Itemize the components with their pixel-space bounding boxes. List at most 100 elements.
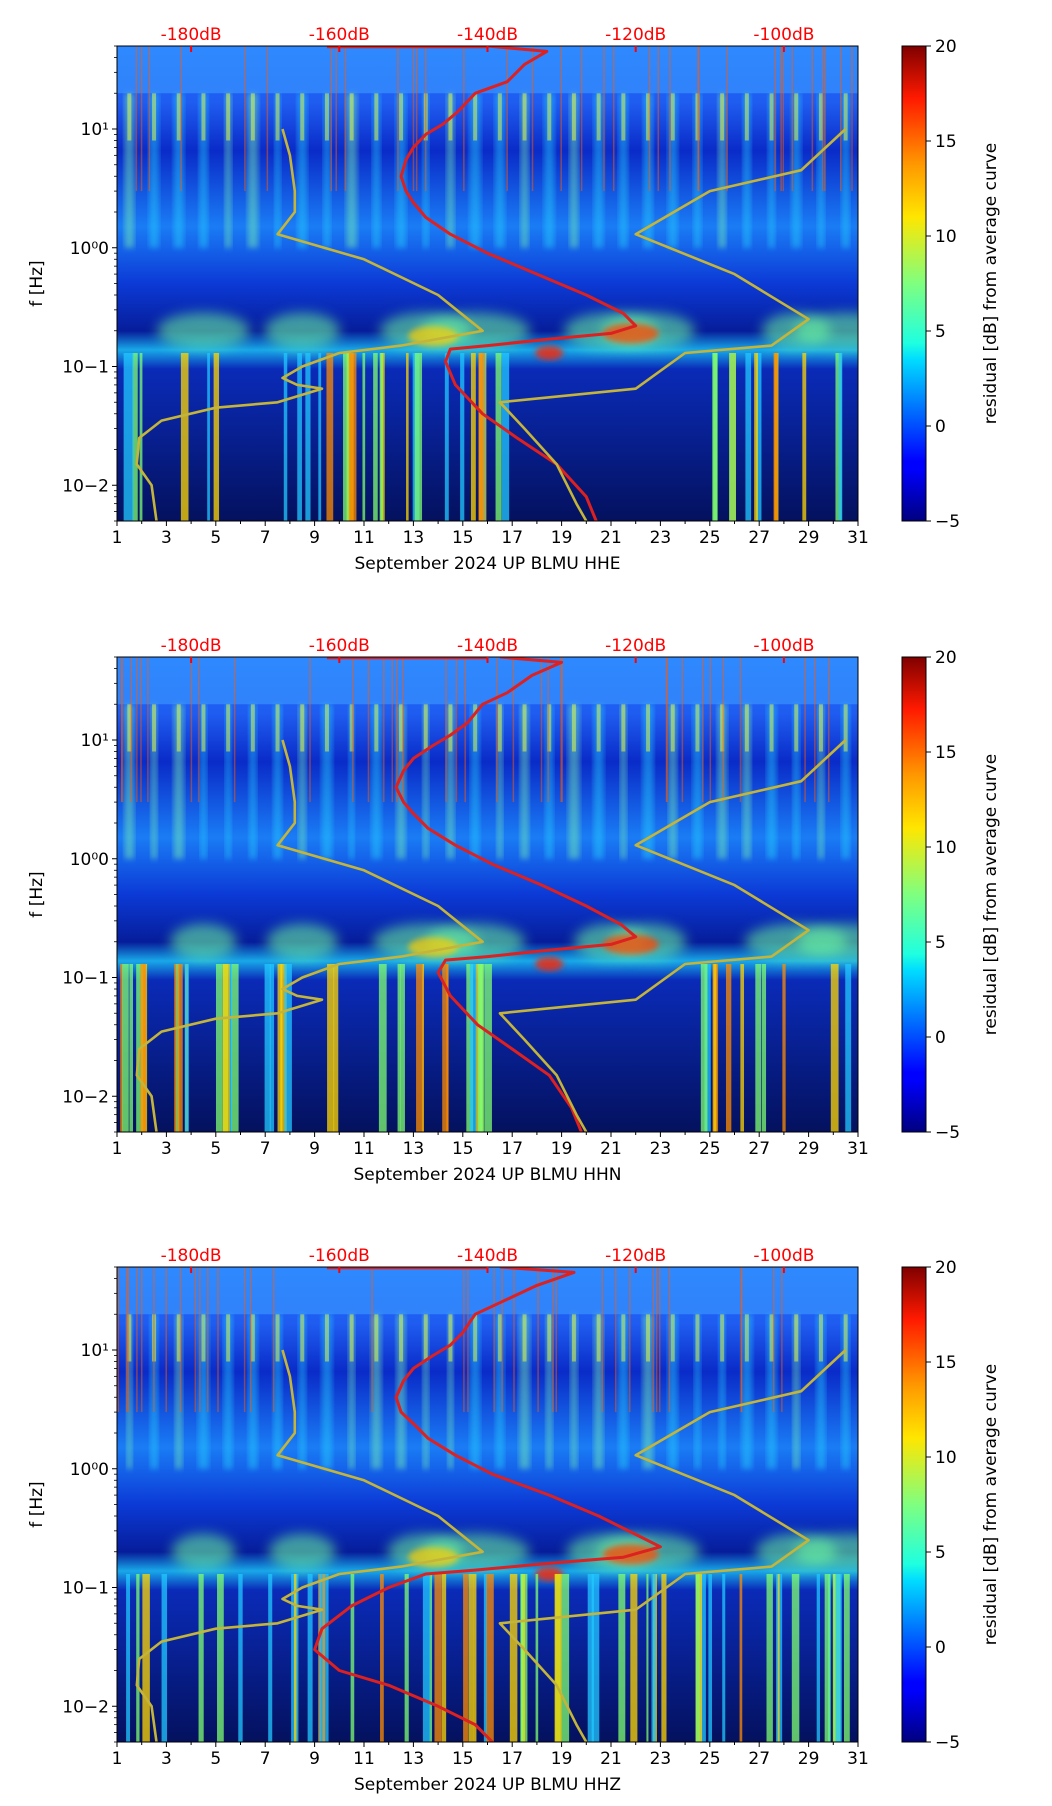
heatmap-stripe bbox=[198, 1573, 204, 1742]
heatmap-stripe bbox=[373, 352, 378, 521]
heatmap-spike bbox=[840, 46, 842, 192]
x-tick-label: 19 bbox=[551, 528, 573, 548]
top-db-tick-label: -160dB bbox=[309, 25, 370, 45]
heatmap-spike bbox=[496, 657, 498, 803]
heatmap-plume bbox=[300, 704, 305, 752]
heatmap-spike bbox=[821, 46, 824, 192]
heatmap-blob bbox=[793, 312, 858, 349]
heatmap-stripe bbox=[283, 352, 288, 521]
heatmap-plume bbox=[794, 1314, 799, 1362]
x-tick-label: 23 bbox=[650, 528, 672, 548]
heatmap-spike bbox=[791, 46, 794, 192]
heatmap-spike bbox=[781, 1267, 783, 1413]
heatmap-stripe bbox=[484, 963, 492, 1132]
heatmap-plume bbox=[816, 1314, 826, 1469]
y-tick-label: 10¹ bbox=[81, 120, 109, 140]
heatmap-plume bbox=[642, 1314, 654, 1469]
x-tick-label: 23 bbox=[650, 1749, 672, 1769]
heatmap-plume bbox=[571, 1314, 576, 1362]
heatmap-stripe bbox=[280, 963, 287, 1132]
heatmap-plume bbox=[621, 704, 626, 752]
heatmap-spike bbox=[194, 1267, 197, 1413]
x-axis-label: September 2024 UP BLMU HHZ bbox=[354, 1775, 621, 1795]
heatmap-spike bbox=[335, 46, 337, 192]
heatmap-plume bbox=[149, 93, 159, 248]
heatmap-spike bbox=[655, 1267, 658, 1413]
heatmap-plume bbox=[349, 704, 354, 752]
heatmap-stripe bbox=[843, 1573, 850, 1742]
x-tick-label: 25 bbox=[699, 1749, 721, 1769]
heatmap-stripe bbox=[740, 963, 745, 1132]
nhnm-curve bbox=[498, 128, 847, 521]
heatmap-plume bbox=[596, 704, 601, 752]
heatmap-plume bbox=[817, 704, 824, 859]
heatmap-stripe bbox=[824, 1573, 831, 1742]
heatmap-spike bbox=[560, 46, 562, 192]
heatmap-spike bbox=[140, 46, 143, 192]
heatmap-stripe bbox=[587, 1573, 594, 1742]
heatmap-plume bbox=[670, 1314, 675, 1362]
heatmap-stripe bbox=[483, 1573, 487, 1742]
heatmap-plume bbox=[621, 1314, 626, 1362]
heatmap-stripe bbox=[646, 1573, 649, 1742]
heatmap-plume bbox=[372, 93, 381, 248]
x-tick-label: 11 bbox=[353, 528, 375, 548]
heatmap-stripe bbox=[284, 963, 292, 1132]
heatmap-plume bbox=[594, 93, 604, 248]
heatmap-plume bbox=[843, 93, 848, 141]
heatmap-plume bbox=[817, 93, 825, 248]
colorbar bbox=[901, 45, 927, 522]
heatmap-plume bbox=[275, 704, 280, 752]
x-tick-label: 27 bbox=[748, 528, 770, 548]
heatmap-plume bbox=[173, 93, 184, 248]
heatmap-plume bbox=[396, 93, 407, 248]
colorbar-tick-label: 15 bbox=[935, 1353, 957, 1373]
heatmap-plume bbox=[843, 704, 848, 752]
heatmap-stripe bbox=[535, 1573, 539, 1742]
x-tick-label: 27 bbox=[748, 1139, 770, 1159]
heatmap-plume bbox=[495, 93, 505, 248]
heatmap-plume bbox=[643, 93, 653, 248]
heatmap-spike bbox=[814, 657, 816, 803]
colorbar-tick-label: 15 bbox=[935, 132, 957, 152]
y-axis-label: f [Hz] bbox=[27, 1481, 47, 1527]
heatmap-plume bbox=[321, 704, 333, 859]
heatmap-spike bbox=[827, 657, 830, 803]
heatmap-stripe bbox=[397, 963, 401, 1132]
heatmap-plume bbox=[371, 704, 382, 859]
heatmap-plume bbox=[201, 1314, 206, 1362]
heatmap-stripe bbox=[466, 963, 474, 1132]
heatmap-stripe bbox=[773, 352, 778, 521]
heatmap-spike bbox=[493, 1267, 495, 1413]
x-tick-label: 23 bbox=[650, 1139, 672, 1159]
heatmap-stripe bbox=[307, 1573, 313, 1742]
top-db-tick-label: -100dB bbox=[753, 25, 814, 45]
heatmap-stripe bbox=[441, 1573, 447, 1742]
heatmap-plume bbox=[200, 704, 207, 859]
colorbar-tick-label: 5 bbox=[935, 1543, 946, 1563]
heatmap-spike bbox=[148, 46, 151, 192]
heatmap-plume bbox=[275, 93, 280, 141]
heatmap-plume bbox=[175, 1314, 183, 1469]
colorbar-label: residual [dB] from average curve bbox=[981, 1364, 1001, 1645]
heatmap-spike bbox=[309, 657, 311, 803]
x-tick-label: 13 bbox=[403, 528, 425, 548]
heatmap-plume bbox=[794, 704, 799, 752]
y-tick-label: 10¹ bbox=[81, 1341, 109, 1361]
x-tick-label: 31 bbox=[847, 1749, 869, 1769]
heatmap-plume bbox=[743, 93, 751, 248]
heatmap-plume bbox=[152, 93, 157, 141]
colorbar-tick-label: 15 bbox=[935, 743, 957, 763]
heatmap-plume bbox=[619, 93, 628, 248]
heatmap-plume bbox=[742, 704, 751, 859]
heatmap-plume bbox=[568, 704, 580, 859]
heatmap-plume bbox=[744, 1314, 749, 1362]
top-db-tick-label: -140dB bbox=[457, 25, 518, 45]
heatmap-stripe bbox=[754, 352, 758, 521]
heatmap-stripe bbox=[509, 1573, 518, 1742]
heatmap-spike bbox=[367, 657, 370, 803]
heatmap-plume bbox=[446, 93, 455, 248]
heatmap-spike bbox=[811, 46, 814, 192]
heatmap-plume bbox=[226, 704, 231, 752]
heatmap-plume bbox=[300, 1314, 305, 1362]
